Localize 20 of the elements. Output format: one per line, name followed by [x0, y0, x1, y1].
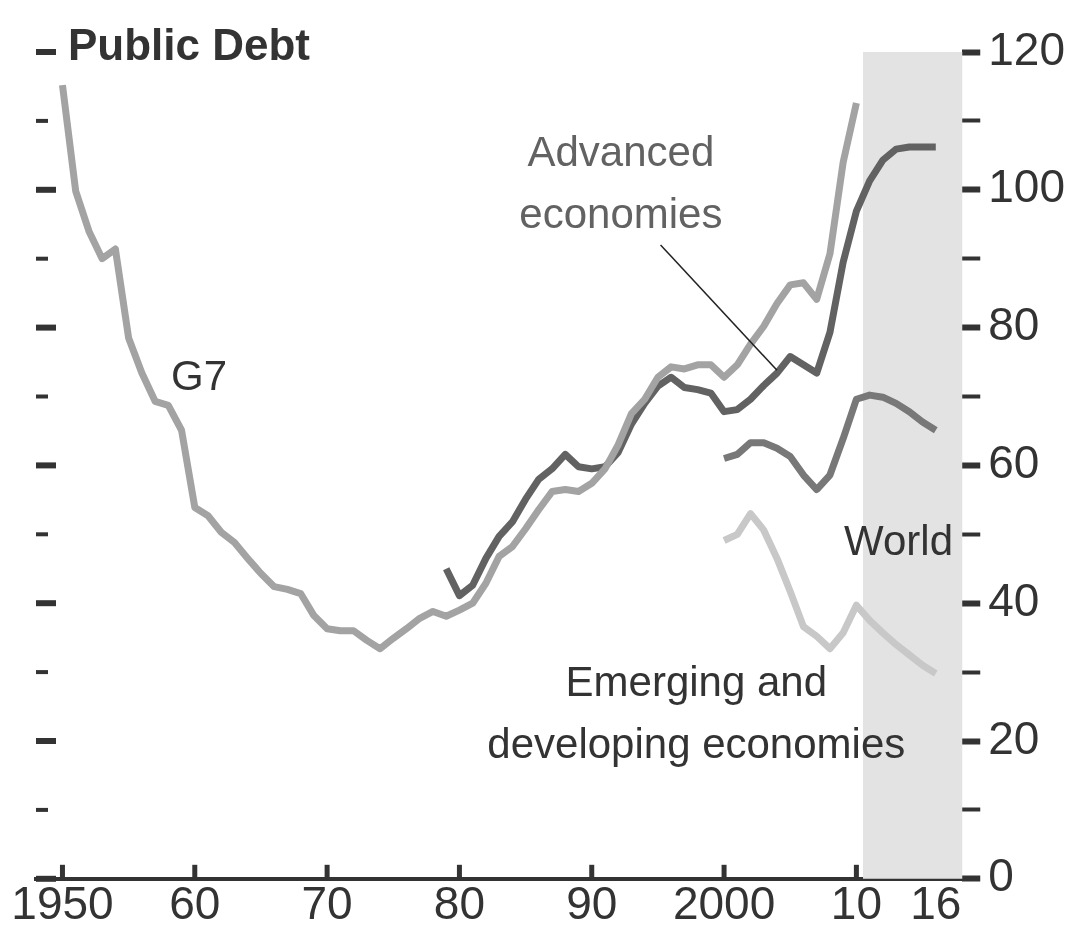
x-tick-label: 1950 [11, 877, 114, 930]
chart-title: Public Debt [68, 20, 311, 70]
x-tick-label: 60 [169, 877, 221, 930]
x-tick-label: 80 [433, 877, 486, 930]
series-label: Emerging and developing economies [487, 657, 906, 767]
x-tick-label: 70 [301, 877, 353, 930]
x-tick-label: 16 [910, 877, 962, 930]
x-tick-label: 10 [830, 877, 882, 930]
y-tick-label: 100 [988, 160, 1065, 213]
x-tick-label: 90 [566, 877, 618, 930]
y-tick-label: 120 [988, 22, 1065, 75]
text: Advanced economies [519, 127, 723, 237]
y-tick-label: 80 [988, 298, 1040, 351]
y-tick-label: 20 [988, 711, 1040, 764]
series-label: World [844, 516, 953, 564]
y-tick-label: 60 [988, 436, 1040, 489]
y-tick-label: 40 [988, 573, 1040, 626]
y-tick-label: 0 [988, 849, 1014, 902]
x-tick-label: 2000 [672, 877, 776, 930]
series-label: G7 [170, 351, 227, 399]
